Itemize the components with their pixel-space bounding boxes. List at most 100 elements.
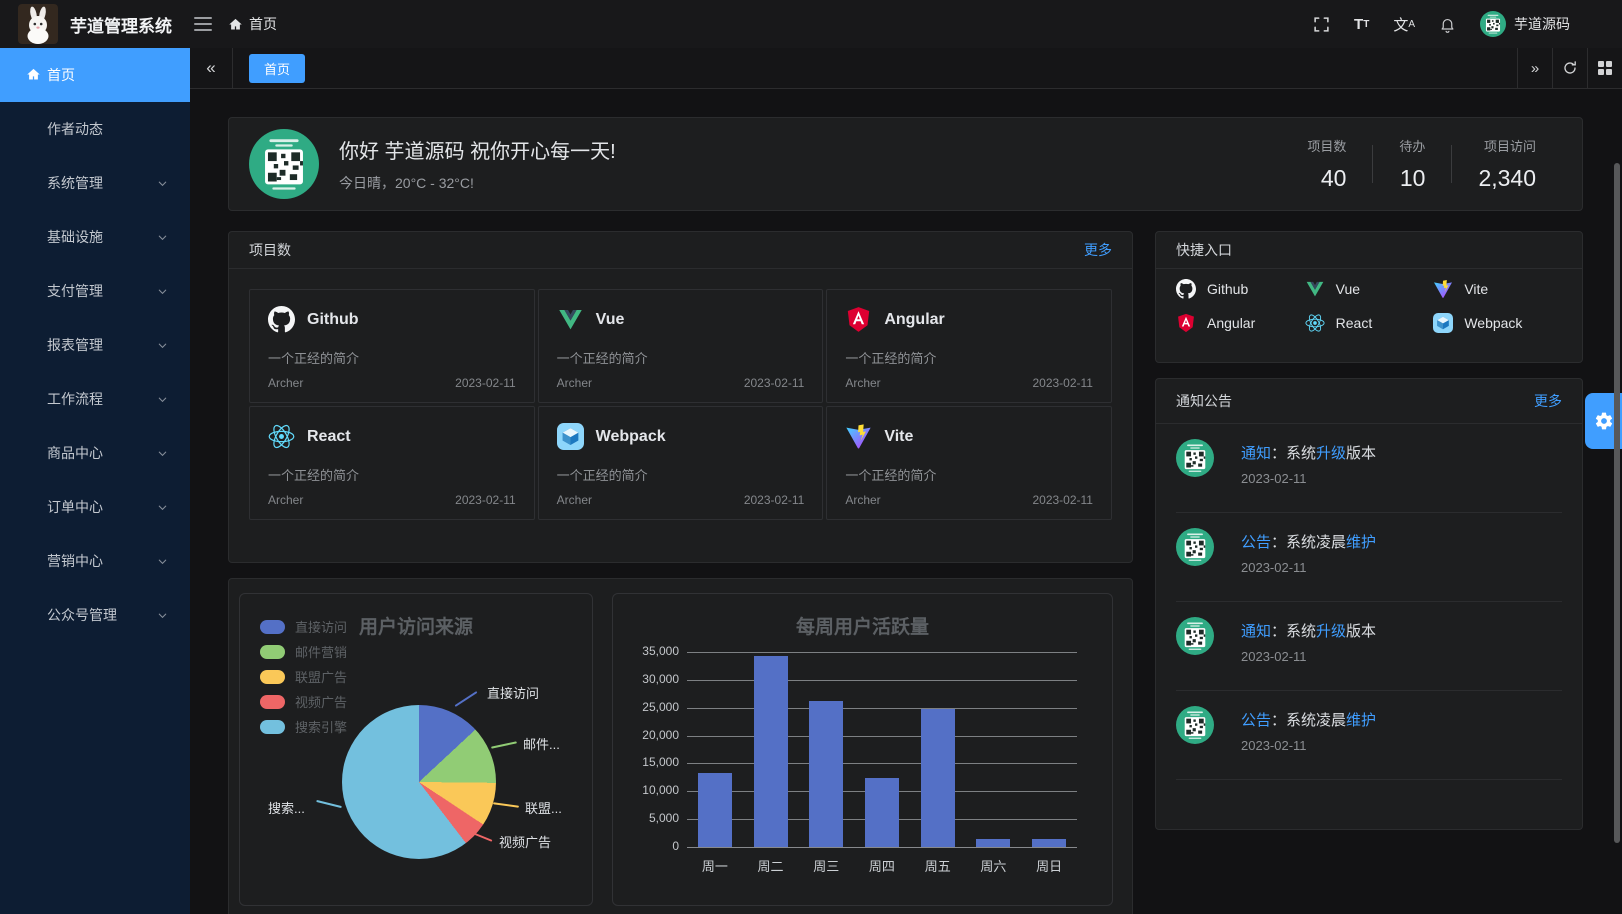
stat-visits: 项目访问 2,340 <box>1478 139 1536 191</box>
pie-legend: 直接访问 邮件营销 联盟广告 视频广告 搜索引擎 <box>260 614 347 739</box>
bar-gridline <box>687 652 1077 653</box>
shortcut-react[interactable]: React <box>1305 310 1434 336</box>
bar-ytick-label: 25,000 <box>642 699 679 714</box>
page-scrollbar-thumb[interactable] <box>1614 163 1620 843</box>
notice-title: 通知：系统升级版本 <box>1241 445 1377 462</box>
bar-plot: 35,000 30,000 25,000 20,000 15,000 10,000 5,00… <box>642 644 1077 874</box>
sidebar-item-system[interactable]: 系统管理 <box>0 156 190 210</box>
notice-item[interactable]: 通知：系统升级版本 2023-02-11 <box>1176 602 1562 691</box>
notice-date: 2023-02-11 <box>1241 471 1307 486</box>
layout-grid-icon[interactable] <box>1587 48 1622 88</box>
sidebar-item-report[interactable]: 报表管理 <box>0 318 190 372</box>
notice-item[interactable]: 通知：系统升级版本 2023-02-11 <box>1176 424 1562 513</box>
webpack-icon <box>556 423 584 450</box>
notice-more-link[interactable]: 更多 <box>1534 393 1562 409</box>
bar-xtick-label: 周四 <box>868 859 895 874</box>
home-icon <box>27 68 40 80</box>
pie-callout-label: 邮件... <box>523 737 560 752</box>
notice-qr-avatar <box>1176 706 1214 744</box>
user-menu[interactable]: 芋道源码 <box>1480 11 1570 37</box>
bar <box>753 655 788 847</box>
notice-title: 通知：系统升级版本 <box>1241 623 1377 640</box>
notice-qr-avatar <box>1176 617 1214 655</box>
pie-chart-card: 用户访问来源 直接访问 邮件营销 联盟广告 视频广告 搜索引擎 直接访问 邮件.… <box>239 593 593 906</box>
project-date: 2023-02-11 <box>743 493 805 507</box>
legend-item[interactable]: 联盟广告 <box>260 664 347 689</box>
project-card-vue[interactable]: Vue 一个正经的简介 Archer 2023-02-11 <box>537 289 824 403</box>
legend-item[interactable]: 视频广告 <box>260 689 347 714</box>
pie-callout-label: 视频广告 <box>499 835 552 850</box>
bell-icon[interactable] <box>1439 16 1456 33</box>
bar-ytick-label: 15,000 <box>642 755 679 770</box>
sidebar-item-order[interactable]: 订单中心 <box>0 480 190 534</box>
notice-panel: 通知公告 更多 通知：系统升级版本 2023-02-11 公告：系统凌晨维护 2… <box>1155 378 1583 830</box>
project-card-vite[interactable]: Vite 一个正经的简介 Archer 2023-02-11 <box>826 406 1112 520</box>
project-date: 2023-02-11 <box>455 376 516 390</box>
projects-grid: Github 一个正经的简介 Archer 2023-02-11 Vue 一个正经… <box>249 289 1112 520</box>
refresh-icon[interactable] <box>1552 48 1587 88</box>
legend-item[interactable]: 直接访问 <box>260 614 347 639</box>
bar-gridline <box>687 707 1077 709</box>
vue-icon <box>1306 281 1323 297</box>
sidebar-item-marketing[interactable]: 营销中心 <box>0 534 190 588</box>
callout-line <box>454 691 478 707</box>
tab-home[interactable]: 首页 <box>249 53 306 83</box>
bar-ytick-label: 30,000 <box>642 671 679 686</box>
bar-xtick-label: 周六 <box>980 859 1007 874</box>
bar <box>865 777 899 847</box>
project-card-github[interactable]: Github 一个正经的简介 Archer 2023-02-11 <box>249 289 535 403</box>
divider <box>1451 145 1453 183</box>
shortcut-github[interactable]: Github <box>1176 276 1305 302</box>
bar-ytick-label: 35,000 <box>642 644 679 658</box>
project-card-react[interactable]: React 一个正经的简介 Archer 2023-02-11 <box>249 406 535 520</box>
bar-gridline <box>687 763 1077 765</box>
bar-xtick-label: 周二 <box>757 859 784 874</box>
bar-xtick-label: 周一 <box>701 859 728 874</box>
tabs-scroll-right-icon[interactable]: » <box>1517 48 1552 88</box>
chevron-down-icon <box>158 505 167 511</box>
notice-item[interactable]: 公告：系统凌晨维护 2023-02-11 <box>1176 513 1562 602</box>
tabs-scroll-left-icon[interactable]: « <box>190 48 233 88</box>
vite-icon <box>1434 280 1453 298</box>
sidebar-item-infra[interactable]: 基础设施 <box>0 210 190 264</box>
sidebar-item-workflow[interactable]: 工作流程 <box>0 372 190 426</box>
bar-ytick-label: 20,000 <box>642 727 679 742</box>
legend-item[interactable]: 搜索引擎 <box>260 714 347 739</box>
shortcut-angular[interactable]: Angular <box>1176 310 1305 336</box>
projects-panel: 项目数 更多 Github 一个正经的简介 Archer 2023-02-11 V… <box>228 231 1133 563</box>
bar <box>809 700 844 847</box>
notice-qr-avatar <box>1176 528 1214 566</box>
bar-gridline <box>687 735 1077 737</box>
breadcrumb[interactable]: 首页 <box>228 14 277 34</box>
notice-title: 公告：系统凌晨维护 <box>1241 712 1377 729</box>
breadcrumb-item-home: 首页 <box>249 16 277 32</box>
sidebar-item-author-news[interactable]: 作者动态 <box>47 121 103 137</box>
pie-chart-title: 用户访问来源 <box>358 617 473 638</box>
fullscreen-icon[interactable] <box>1313 16 1330 33</box>
shortcut-vue[interactable]: Vue <box>1305 276 1434 302</box>
menu-collapse-icon[interactable] <box>194 17 212 31</box>
react-icon <box>1305 314 1325 332</box>
username: 芋道源码 <box>1514 16 1570 32</box>
bar-ytick-label: 10,000 <box>642 783 679 798</box>
sidebar-item-wechat[interactable]: 公众号管理 <box>0 588 190 642</box>
sidebar-item-payment[interactable]: 支付管理 <box>0 264 190 318</box>
stat-projects: 项目数 40 <box>1307 139 1347 191</box>
project-card-angular[interactable]: Angular 一个正经的简介 Archer 2023-02-11 <box>826 289 1112 403</box>
legend-item[interactable]: 邮件营销 <box>260 639 347 664</box>
project-author: Archer <box>268 493 304 507</box>
project-card-webpack[interactable]: Webpack 一个正经的简介 Archer 2023-02-11 <box>537 406 824 520</box>
sidebar: 首页 作者动态 系统管理 基础设施 支付管理 报表管理 工作流程 商品中心 订单… <box>0 48 190 914</box>
bar <box>976 839 1011 847</box>
notice-item[interactable]: 公告：系统凌晨维护 2023-02-11 <box>1176 691 1562 780</box>
pie-circle <box>342 705 496 859</box>
sidebar-item-product[interactable]: 商品中心 <box>0 426 190 480</box>
sidebar-item-home[interactable]: 首页 <box>0 48 190 102</box>
shortcut-vite[interactable]: Vite <box>1433 276 1562 302</box>
shortcut-webpack[interactable]: Webpack <box>1433 310 1562 336</box>
stat-todo: 待办 10 <box>1399 139 1426 191</box>
projects-more-link[interactable]: 更多 <box>1084 242 1112 258</box>
charts-card: 用户访问来源 直接访问 邮件营销 联盟广告 视频广告 搜索引擎 直接访问 邮件.… <box>228 578 1133 914</box>
